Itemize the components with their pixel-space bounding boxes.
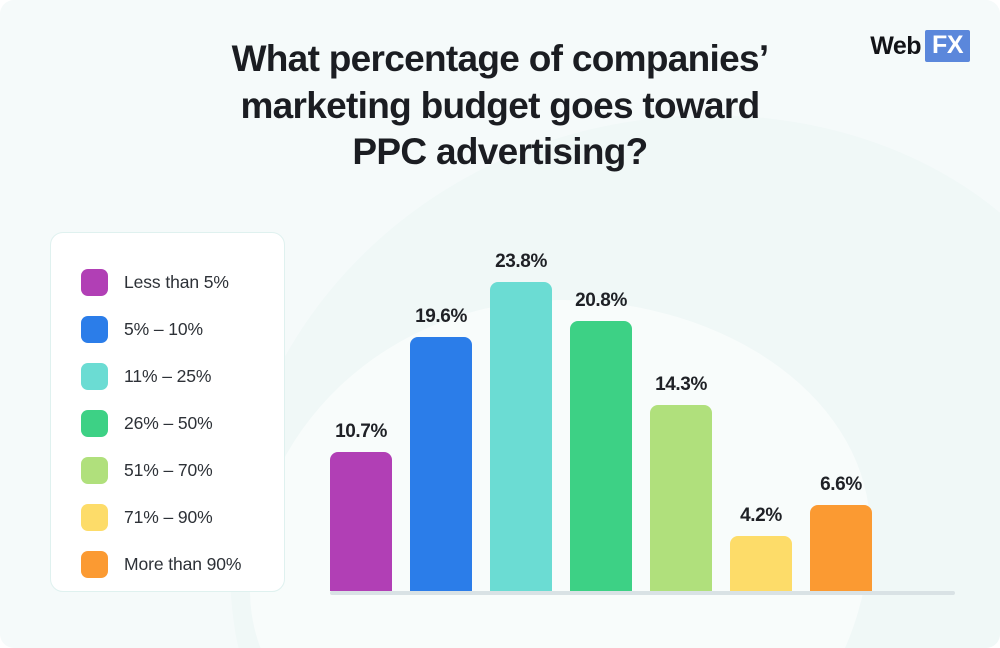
legend-item-label: 11% – 25% [124, 366, 212, 386]
bar-value-label: 14.3% [655, 374, 707, 396]
logo-text-fx: FX [925, 30, 970, 62]
bar-rect[interactable] [570, 320, 632, 591]
legend-item[interactable]: 26% – 50% [81, 400, 284, 447]
bar-value-label: 19.6% [415, 305, 467, 327]
logo-text-web: Web [870, 31, 922, 60]
bar-rect[interactable] [730, 536, 792, 591]
legend-item-label: 51% – 70% [124, 460, 213, 480]
legend-item-label: 26% – 50% [124, 413, 213, 433]
bar-value-label: 23.8% [495, 251, 547, 272]
title-line-3: PPC advertising? [352, 131, 648, 173]
legend-item-label: 71% – 90% [124, 507, 213, 527]
bar-value-label: 6.6% [820, 474, 862, 496]
legend-item[interactable]: 71% – 90% [81, 494, 284, 541]
bar-column[interactable]: 4.2% [730, 250, 792, 591]
legend-color-swatch [81, 316, 108, 343]
bar-column[interactable]: 10.7% [330, 250, 392, 591]
legend-color-swatch [81, 363, 108, 390]
chart-legend: Less than 5% 5% – 10% 11% – 25% 26% – 50% 51… [50, 232, 285, 592]
bar-column[interactable]: 20.8% [570, 250, 632, 591]
bar-value-label: 10.7% [335, 421, 387, 443]
bar-series: 10.7% 19.6% 23.8% 20.8% 14.3% 4.2% 6.6% [330, 250, 955, 591]
bar-rect[interactable] [650, 405, 712, 591]
bar-rect[interactable] [330, 452, 392, 591]
legend-item-label: 5% – 10% [124, 319, 203, 339]
legend-color-swatch [81, 457, 108, 484]
bar-rect[interactable] [410, 336, 472, 591]
legend-item[interactable]: 11% – 25% [81, 353, 284, 400]
bar-column[interactable]: 23.8% [490, 250, 552, 591]
webfx-logo: Web FX [870, 30, 970, 62]
bar-column[interactable]: 6.6% [810, 250, 872, 591]
legend-item[interactable]: Less than 5% [81, 259, 284, 306]
legend-item[interactable]: More than 90% [81, 541, 284, 588]
bar-value-label: 4.2% [740, 505, 782, 527]
legend-color-swatch [81, 504, 108, 531]
bar-column[interactable]: 14.3% [650, 250, 712, 591]
bar-column[interactable]: 19.6% [410, 250, 472, 591]
legend-item-label: More than 90% [124, 554, 242, 574]
bar-rect[interactable] [490, 282, 552, 591]
bar-chart-plot: 10.7% 19.6% 23.8% 20.8% 14.3% 4.2% 6.6% [330, 250, 955, 595]
legend-color-swatch [81, 269, 108, 296]
title-line-2: marketing budget goes toward [240, 84, 760, 126]
page-title: What percentage of companies’ marketing … [120, 36, 880, 176]
legend-color-swatch [81, 410, 108, 437]
chart-baseline-axis [330, 591, 955, 595]
legend-item-label: Less than 5% [124, 272, 229, 292]
legend-color-swatch [81, 551, 108, 578]
title-line-1: What percentage of companies’ [231, 38, 770, 79]
legend-item[interactable]: 51% – 70% [81, 447, 284, 494]
bar-value-label: 20.8% [575, 289, 627, 311]
legend-item[interactable]: 5% – 10% [81, 306, 284, 353]
bar-rect[interactable] [810, 505, 872, 591]
